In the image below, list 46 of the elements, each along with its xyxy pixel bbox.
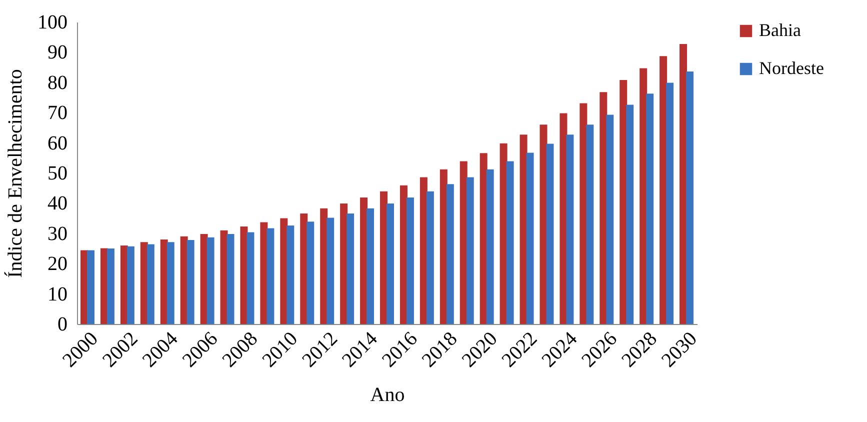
legend-label: Nordeste: [759, 58, 824, 78]
bar: [586, 124, 594, 324]
bar: [486, 169, 494, 324]
bar: [626, 104, 634, 324]
bar: [206, 237, 214, 324]
y-tick-label: 50: [48, 162, 68, 184]
bar: [606, 114, 614, 324]
bar: [386, 204, 394, 324]
bar: [666, 82, 674, 324]
bar: [446, 184, 454, 324]
bar: [346, 213, 354, 324]
bar: [186, 240, 194, 324]
bar: [266, 228, 274, 324]
bar: [86, 250, 94, 324]
y-axis-title: Índice de Envelhecimento: [4, 69, 26, 278]
x-axis-title: Ano: [370, 384, 405, 406]
bar: [226, 234, 234, 324]
bar: [646, 94, 654, 324]
y-tick-label: 20: [48, 253, 68, 276]
y-tick-label: 60: [48, 132, 68, 154]
bar: [246, 232, 254, 324]
y-tick-label: 100: [38, 12, 68, 34]
bar: [466, 177, 474, 324]
bar: [506, 161, 514, 324]
bar: [426, 191, 434, 324]
bar: [166, 242, 174, 324]
y-tick-label: 0: [58, 314, 68, 336]
bar: [526, 152, 534, 324]
bar: [326, 218, 334, 324]
y-tick-label: 30: [48, 222, 68, 245]
y-tick-label: 90: [48, 42, 68, 64]
bar: [566, 134, 574, 324]
bar: [686, 72, 694, 324]
y-tick-label: 10: [48, 283, 68, 306]
y-tick-label: 70: [48, 102, 68, 124]
bar: [546, 144, 554, 324]
bar: [106, 248, 114, 324]
bar: [306, 222, 314, 324]
bar: [366, 208, 374, 324]
bar: [146, 244, 154, 324]
bar: [286, 226, 294, 324]
bar: [126, 246, 134, 324]
y-tick-label: 40: [48, 192, 68, 215]
legend-label: Bahia: [759, 20, 801, 40]
bar: [406, 197, 414, 324]
y-tick-label: 80: [48, 72, 68, 94]
